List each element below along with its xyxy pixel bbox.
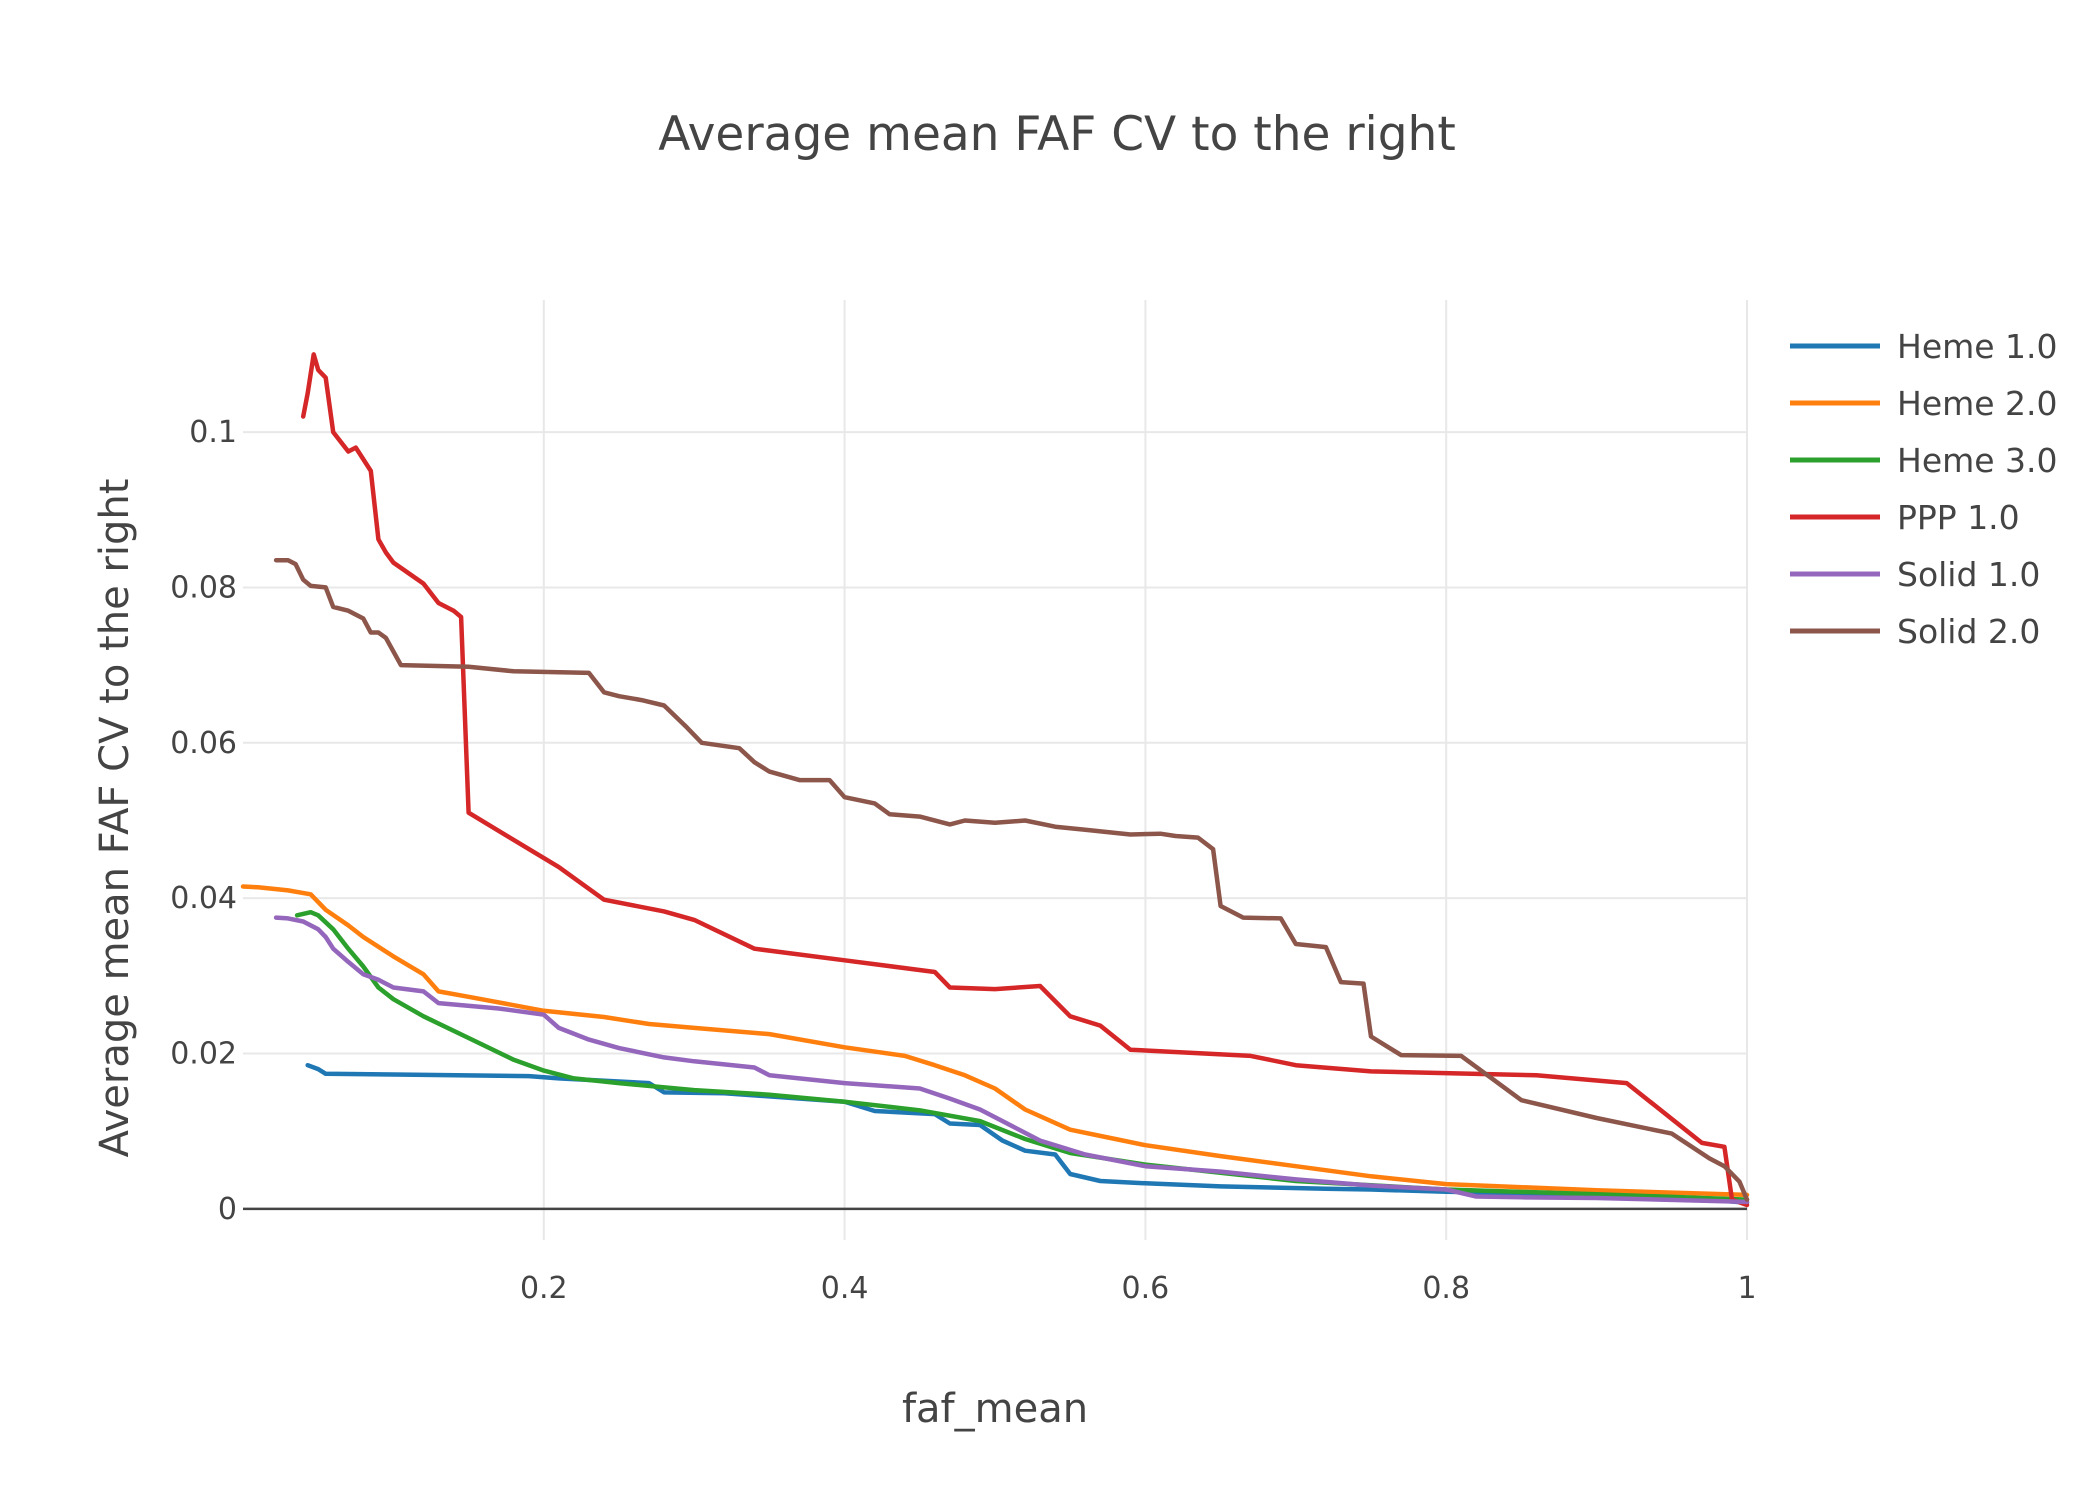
series-line-solid-1-0[interactable] — [273, 915, 1750, 1205]
legend-item[interactable]: PPP 1.0 — [1790, 498, 2020, 537]
legend-item[interactable]: Heme 1.0 — [1790, 327, 2058, 366]
legend-label: Solid 1.0 — [1897, 555, 2040, 594]
y-tick-label: 0.04 — [170, 881, 237, 916]
y-tick-label: 0.08 — [170, 570, 237, 605]
legend[interactable]: Heme 1.0 Heme 2.0 Heme 3.0 PPP 1.0 Solid 1.0… — [1790, 327, 2058, 651]
legend-item[interactable]: Heme 2.0 — [1790, 384, 2058, 423]
y-tick-label: 0.06 — [170, 726, 237, 761]
x-tick-label: 0.6 — [1122, 1271, 1170, 1306]
legend-item[interactable]: Solid 1.0 — [1790, 555, 2040, 594]
x-axis-title: faf_mean — [902, 1386, 1088, 1432]
legend-item[interactable]: Heme 3.0 — [1790, 441, 2058, 480]
y-tick-label: 0.1 — [189, 415, 237, 450]
x-tick-label: 1 — [1737, 1271, 1756, 1306]
series-line-solid-2-0[interactable] — [273, 557, 1750, 1202]
series-line-heme-2-0[interactable] — [240, 884, 1750, 1198]
x-tick-label: 0.8 — [1422, 1271, 1470, 1306]
y-tick-label: 0.02 — [170, 1037, 237, 1072]
x-tick-label: 0.2 — [520, 1271, 568, 1306]
y-tick-label: 0 — [218, 1192, 237, 1227]
legend-label: PPP 1.0 — [1897, 498, 2020, 537]
legend-label: Solid 2.0 — [1897, 612, 2040, 651]
y-axis-title: Average mean FAF CV to the right — [92, 479, 138, 1158]
chart-title: Average mean FAF CV to the right — [658, 107, 1456, 162]
series-line-heme-1-0[interactable] — [305, 1062, 1750, 1205]
legend-label: Heme 2.0 — [1897, 384, 2058, 423]
gridlines — [243, 300, 1748, 1240]
series-line-ppp-1-0[interactable] — [300, 352, 1750, 1208]
axes: 0.2 0.4 0.6 0.8 1 0 0.02 0.04 0.06 0.08 0.1 — [170, 415, 1756, 1306]
series-lines — [240, 352, 1750, 1208]
legend-label: Heme 1.0 — [1897, 327, 2058, 366]
legend-item[interactable]: Solid 2.0 — [1790, 612, 2040, 651]
legend-label: Heme 3.0 — [1897, 441, 2058, 480]
x-tick-label: 0.4 — [821, 1271, 869, 1306]
